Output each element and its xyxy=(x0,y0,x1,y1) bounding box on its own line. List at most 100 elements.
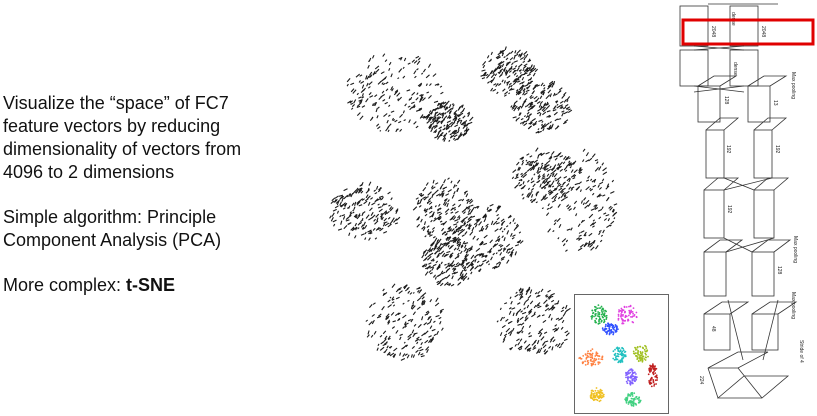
embedding-mark xyxy=(556,180,560,185)
embedding-mark xyxy=(452,116,457,121)
embedding-mark xyxy=(562,181,566,185)
tsne-point xyxy=(595,358,598,361)
embedding-mark xyxy=(431,186,436,190)
embedding-mark xyxy=(404,321,407,326)
embedding-mark xyxy=(346,78,351,83)
embedding-mark xyxy=(537,291,541,295)
embedding-mark xyxy=(452,184,456,189)
embedding-mark xyxy=(538,103,542,108)
embedding-mark xyxy=(361,84,365,89)
embedding-mark xyxy=(509,215,512,218)
embedding-mark xyxy=(384,335,388,340)
embedding-mark xyxy=(564,103,569,107)
embedding-mark xyxy=(413,121,417,125)
embedding-mark xyxy=(377,203,380,206)
embedding-mark xyxy=(429,83,432,86)
embedding-mark xyxy=(579,189,582,193)
embedding-mark xyxy=(424,114,430,119)
embedding-mark xyxy=(585,159,590,163)
embedding-mark xyxy=(531,341,537,346)
tsne-point xyxy=(594,319,596,322)
embedding-mark xyxy=(387,223,392,228)
embedding-mark xyxy=(422,292,427,297)
embedding-mark xyxy=(500,316,504,322)
tsne-point xyxy=(615,327,618,329)
embedding-mark xyxy=(563,111,569,115)
embedding-mark xyxy=(555,327,560,332)
tsne-point xyxy=(621,308,624,311)
embedding-mark xyxy=(520,293,524,298)
embedding-mark xyxy=(562,312,566,317)
embedding-mark xyxy=(541,177,546,180)
tsne-point xyxy=(637,353,639,356)
embedding-mark xyxy=(459,109,465,114)
embedding-mark xyxy=(422,299,425,305)
embedding-mark xyxy=(464,253,468,258)
tsne-point xyxy=(594,398,596,401)
embedding-mark xyxy=(441,227,445,232)
embedding-mark xyxy=(502,66,507,72)
tsne-point xyxy=(591,398,594,400)
embedding-mark xyxy=(606,183,610,188)
tsne-point xyxy=(595,313,597,315)
embedding-mark xyxy=(495,54,501,59)
embedding-mark xyxy=(408,119,411,123)
embedding-mark xyxy=(540,124,544,130)
embedding-mark xyxy=(511,107,515,110)
embedding-mark xyxy=(333,200,337,203)
embedding-mark xyxy=(520,290,524,294)
embedding-mark xyxy=(416,287,421,290)
embedding-mark xyxy=(546,207,550,210)
embedding-mark xyxy=(395,89,399,93)
embedding-mark xyxy=(537,168,540,172)
embedding-mark xyxy=(347,222,352,225)
embedding-mark xyxy=(530,190,533,194)
embedding-mark xyxy=(560,309,564,313)
embedding-mark xyxy=(343,225,348,230)
embedding-mark xyxy=(436,239,439,244)
embedding-mark xyxy=(528,335,533,338)
embedding-mark xyxy=(387,319,391,324)
embedding-mark xyxy=(441,252,446,257)
tsne-point xyxy=(656,379,658,381)
embedding-mark xyxy=(434,130,437,134)
tsne-point xyxy=(627,403,630,405)
text-line-7: More complex: t-SNE xyxy=(3,274,303,297)
embedding-mark xyxy=(613,217,616,220)
embedding-mark xyxy=(467,277,470,280)
embedding-mark xyxy=(405,344,409,348)
embedding-mark xyxy=(448,121,454,126)
embedding-mark xyxy=(372,54,375,59)
embedding-mark xyxy=(506,248,509,254)
tsne-point xyxy=(634,347,637,349)
tsne-point xyxy=(644,352,647,355)
embedding-mark xyxy=(432,236,436,239)
embedding-mark xyxy=(526,73,531,77)
embedding-mark xyxy=(434,243,438,247)
embedding-mark xyxy=(589,243,594,248)
embedding-mark xyxy=(373,218,377,222)
embedding-mark xyxy=(368,217,373,221)
embedding-mark xyxy=(447,236,452,242)
embedding-mark xyxy=(365,75,368,80)
embedding-mark xyxy=(402,344,407,349)
embedding-mark xyxy=(524,315,528,319)
embedding-mark xyxy=(370,211,374,216)
embedding-mark xyxy=(540,123,544,126)
embedding-mark xyxy=(341,197,344,202)
embedding-mark xyxy=(518,293,522,296)
embedding-mark xyxy=(369,75,372,78)
embedding-mark xyxy=(455,262,460,266)
embedding-mark xyxy=(356,200,360,205)
tsne-point xyxy=(632,401,635,404)
embedding-mark xyxy=(597,184,600,188)
embedding-mark xyxy=(547,89,552,94)
embedding-mark xyxy=(413,105,416,109)
embedding-mark xyxy=(402,66,405,70)
embedding-mark xyxy=(354,222,357,227)
embedding-mark xyxy=(556,125,559,129)
embedding-mark xyxy=(332,219,337,223)
embedding-mark xyxy=(340,196,343,199)
embedding-mark xyxy=(525,290,529,296)
tsne-point xyxy=(638,399,640,402)
